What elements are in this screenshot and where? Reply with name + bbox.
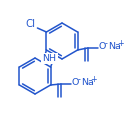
Text: Cl: Cl — [25, 19, 35, 29]
Text: Na: Na — [82, 78, 94, 87]
Text: +: + — [118, 40, 124, 48]
Text: +: + — [91, 75, 97, 84]
Text: Na: Na — [109, 42, 122, 51]
Text: O: O — [72, 78, 79, 87]
Text: -: - — [105, 40, 108, 48]
Text: -: - — [78, 75, 81, 84]
Text: NH: NH — [43, 54, 57, 63]
Text: O: O — [99, 42, 106, 51]
